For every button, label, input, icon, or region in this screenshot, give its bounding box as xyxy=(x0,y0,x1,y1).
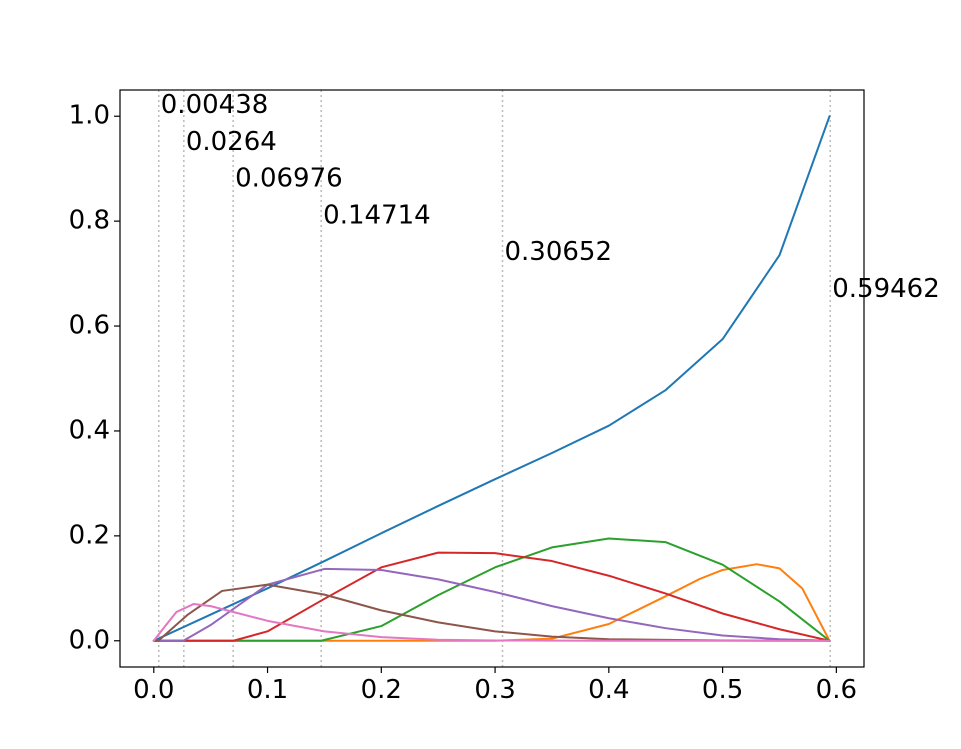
x-axis: 0.0 0.1 0.2 0.3 0.4 0.5 0.6 xyxy=(133,667,857,705)
y-tick-label-4: 0.8 xyxy=(69,206,110,236)
series-line-6 xyxy=(152,603,831,642)
y-tick-label-3: 0.6 xyxy=(69,311,110,341)
vertical-line-label-2: 0.06976 xyxy=(235,164,343,194)
vertical-line-labels: 0.00438 0.0264 0.06976 0.14714 0.30652 0.5946… xyxy=(161,90,940,304)
vertical-line-label-3: 0.14714 xyxy=(323,200,431,230)
plot-frame xyxy=(119,89,865,668)
vertical-line-label-4: 0.30652 xyxy=(504,237,612,267)
series-line-4 xyxy=(152,567,831,642)
series-line-2 xyxy=(152,537,831,642)
y-tick-label-0: 0.0 xyxy=(69,625,110,655)
x-tick-label-3: 0.3 xyxy=(474,675,515,705)
y-tick-label-1: 0.2 xyxy=(69,520,110,550)
vertical-line-label-1: 0.0264 xyxy=(186,127,277,157)
series-line-3 xyxy=(152,551,831,642)
vertical-line-label-0: 0.00438 xyxy=(161,90,269,120)
x-tick-label-1: 0.1 xyxy=(247,675,288,705)
vertical-line-label-5: 0.59462 xyxy=(832,274,940,304)
x-tick-label-0: 0.0 xyxy=(133,675,174,705)
x-tick-label-6: 0.6 xyxy=(816,675,857,705)
series-group xyxy=(152,115,831,642)
series-line-5 xyxy=(152,583,831,642)
x-tick-label-4: 0.4 xyxy=(588,675,629,705)
y-tick-label-2: 0.4 xyxy=(69,415,110,445)
x-tick-label-2: 0.2 xyxy=(361,675,402,705)
y-tick-label-5: 1.0 xyxy=(69,101,110,131)
x-tick-label-5: 0.5 xyxy=(702,675,743,705)
y-axis: 0.0 0.2 0.4 0.6 0.8 1.0 xyxy=(69,101,120,655)
series-line-1 xyxy=(152,563,831,642)
series-line-0 xyxy=(152,115,831,642)
